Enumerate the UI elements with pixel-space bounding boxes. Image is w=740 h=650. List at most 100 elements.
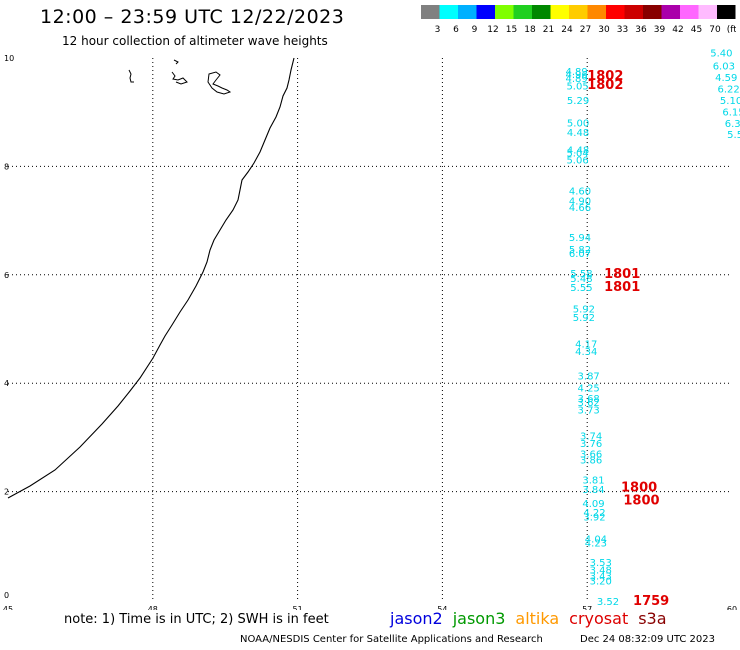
colorbar-swatch (495, 5, 514, 19)
swh-value: 4.22 (583, 508, 605, 519)
colorbar-swatch (661, 5, 680, 19)
x-tick-label: 48 (148, 605, 158, 610)
swh-value: 5.10 (720, 96, 740, 107)
swh-value: 5.48 (570, 274, 592, 285)
swh-value: 3.43 (590, 571, 612, 582)
swh-value: 4.09 (582, 499, 604, 510)
note-text: note: 1) Time is in UTC; 2) SWH is in fe… (64, 612, 329, 627)
y-tick-label: 8 (4, 162, 9, 171)
swh-value: 5.06 (566, 156, 588, 167)
footer-credit: NOAA/NESDIS Center for Satellite Applica… (240, 634, 543, 645)
swh-value: 4.90 (569, 196, 591, 207)
pass-time-label: 1800 (623, 494, 659, 509)
legend-jason3: jason3 (452, 609, 506, 628)
swh-value: 3.92 (583, 512, 605, 523)
colorbar-label: 24 (561, 25, 573, 35)
axis-ticks: 45 48 51 54 57 60 0 2 4 6 8 10 (3, 54, 737, 610)
legend-s3a: s3a (638, 609, 667, 628)
map-title: 12:00 – 23:59 UTC 12/22/2023 (40, 6, 345, 28)
swh-value: 4.34 (575, 347, 597, 358)
pass-time-label: 1759 (633, 594, 669, 609)
colorbar-label: 30 (598, 25, 610, 35)
colorbar-label: 27 (580, 25, 591, 35)
swh-value: 5.00 (567, 118, 589, 129)
colorbar-swatch (421, 5, 440, 19)
pass-time-label: 1801 (604, 280, 640, 295)
colorbar-label: (ft) (727, 25, 736, 35)
swh-value: 5.29 (567, 96, 589, 107)
y-tick-label: 2 (4, 488, 9, 497)
colorbar-label: 12 (487, 25, 498, 35)
y-tick-label: 6 (4, 271, 9, 280)
swh-value: 4.25 (578, 383, 600, 394)
colorbar-label: 15 (506, 25, 517, 35)
swh-value: 5.94 (569, 233, 591, 244)
colorbar-label: 6 (453, 25, 459, 35)
swh-value: 5.04 (566, 149, 588, 160)
x-tick-label: 54 (437, 605, 447, 610)
legend-jason2: jason2 (390, 609, 443, 628)
swh-value: 4.89 (565, 67, 587, 78)
swh-value: 6.30 (725, 119, 740, 130)
colorbar-swatch (698, 5, 717, 19)
colorbar-label: 39 (654, 25, 666, 35)
swh-value: 4.48 (567, 128, 589, 139)
colorbar-swatch (587, 5, 606, 19)
swh-value: 6.07 (569, 249, 591, 260)
swh-value: 5.92 (573, 313, 595, 324)
y-tick-label: 0 (4, 591, 9, 600)
y-tick-label: 4 (4, 379, 9, 388)
colorbar-swatch (606, 5, 625, 19)
wave-height-observations: 4.894.964.895.055.295.004.484.485.045.06… (565, 48, 740, 608)
swh-value: 3.84 (582, 485, 604, 496)
y-tick-label: 10 (4, 54, 14, 63)
x-tick-label: 57 (582, 605, 592, 610)
satellite-legend: jason2 jason3 altika cryosat s3a (390, 609, 677, 628)
colorbar-swatch (643, 5, 662, 19)
colorbar-swatch (624, 5, 643, 19)
pass-time-label: 1801 (604, 267, 640, 282)
swh-value: 4.66 (569, 203, 591, 214)
colorbar-label: 18 (524, 25, 536, 35)
colorbar-label: 45 (691, 25, 702, 35)
coastline-path (7, 57, 295, 499)
swh-value: 4.60 (569, 187, 591, 198)
swh-value: 3.74 (580, 432, 602, 443)
footer-timestamp: Dec 24 08:32:09 UTC 2023 (580, 634, 715, 645)
swh-value: 3.52 (597, 597, 619, 608)
colorbar-swatch (550, 5, 569, 19)
colorbar-swatch (532, 5, 551, 19)
swh-value: 4.96 (565, 70, 587, 81)
swh-value: 3.86 (580, 455, 602, 466)
island-1 (128, 69, 134, 83)
swh-value: 5.82 (569, 245, 591, 256)
x-tick-label: 60 (727, 605, 737, 610)
swh-value: 3.81 (582, 475, 604, 486)
swh-value: 3.73 (578, 406, 600, 417)
legend-cryosat: cryosat (569, 609, 629, 628)
pass-time-label: 1802 (587, 69, 623, 84)
colorbar-label: 36 (635, 25, 647, 35)
swh-value: 6.22 (718, 85, 740, 96)
swh-value: 4.59 (715, 73, 737, 84)
swh-value: 3.68 (578, 394, 600, 405)
x-tick-label: 45 (3, 605, 13, 610)
colorbar-label: 3 (435, 25, 441, 35)
island-2 (171, 71, 188, 85)
swh-value: 4.23 (585, 538, 607, 549)
pass-time-label: 1802 (587, 78, 623, 93)
swh-value: 4.89 (565, 74, 587, 85)
swh-value: 3.20 (590, 576, 612, 587)
swh-value: 4.48 (567, 145, 589, 156)
swh-value: 6.15 (722, 107, 740, 118)
colorbar-swatch (680, 5, 699, 19)
swh-value: 3.76 (580, 439, 602, 450)
swh-value: 4.17 (575, 339, 597, 350)
map-grid (8, 58, 732, 600)
colorbar-swatch (458, 5, 477, 19)
pass-time-label: 1800 (621, 481, 657, 496)
swh-value: 3.53 (590, 558, 612, 569)
